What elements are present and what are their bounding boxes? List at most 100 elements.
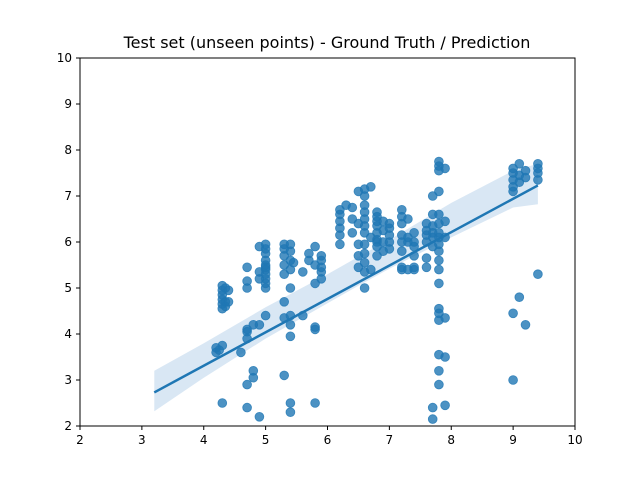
data-point — [288, 257, 299, 268]
data-point — [242, 402, 252, 413]
data-point — [520, 165, 531, 176]
data-point — [396, 205, 407, 215]
data-point — [427, 402, 438, 413]
x-tick-label: 5 — [262, 433, 270, 447]
y-tick-label: 10 — [57, 51, 72, 65]
data-point — [236, 347, 246, 358]
data-point — [434, 365, 444, 376]
data-point — [434, 303, 444, 314]
data-point — [260, 262, 271, 273]
data-point — [365, 182, 376, 192]
data-point — [520, 319, 531, 330]
x-tick-label: 4 — [200, 433, 208, 447]
data-point — [316, 251, 327, 261]
x-tick-label: 8 — [447, 433, 455, 447]
data-point — [285, 283, 296, 293]
data-point — [285, 239, 296, 250]
regression-line — [153, 184, 539, 394]
data-point — [434, 186, 444, 197]
y-tick-label: 2 — [64, 419, 72, 433]
data-point — [359, 283, 370, 293]
data-point — [403, 214, 413, 224]
data-point — [285, 319, 296, 330]
data-point — [372, 207, 382, 217]
data-point — [440, 400, 450, 411]
data-point — [285, 331, 296, 342]
data-point — [533, 269, 543, 280]
y-tick-label: 9 — [64, 97, 72, 111]
data-point — [359, 248, 370, 259]
data-point — [310, 398, 320, 408]
data-point — [409, 228, 419, 238]
data-point — [260, 278, 271, 289]
y-tick-label: 3 — [64, 373, 72, 387]
data-point — [242, 262, 252, 273]
data-point — [260, 239, 271, 250]
data-point — [310, 241, 320, 252]
data-point — [434, 278, 444, 289]
data-point — [310, 322, 320, 332]
x-tick-label: 2 — [76, 433, 84, 447]
y-axis: 2 3 4 5 6 7 8 9 10 — [57, 51, 80, 433]
data-point — [384, 218, 395, 229]
data-point — [304, 248, 314, 259]
data-point — [242, 276, 252, 286]
data-point — [285, 398, 296, 408]
data-point — [508, 375, 518, 385]
data-point — [440, 352, 450, 362]
data-point — [508, 308, 518, 319]
x-tick-label: 6 — [324, 433, 332, 447]
data-point — [254, 411, 265, 422]
data-point — [279, 296, 290, 307]
data-point — [297, 267, 308, 277]
data-point — [223, 285, 234, 296]
data-point — [434, 156, 444, 167]
data-point — [223, 296, 234, 307]
data-point — [421, 262, 432, 273]
data-point — [440, 313, 450, 323]
data-point — [359, 239, 370, 250]
data-point — [365, 264, 376, 275]
y-tick-label: 8 — [64, 143, 72, 157]
regression-line-layer — [153, 184, 539, 394]
data-point — [347, 228, 358, 238]
x-axis: 2 3 4 5 6 7 8 9 10 — [76, 426, 583, 447]
data-point — [396, 246, 407, 257]
data-point — [248, 365, 259, 376]
y-tick-label: 4 — [64, 327, 72, 341]
data-point — [254, 319, 265, 330]
y-tick-label: 7 — [64, 189, 72, 203]
x-tick-label: 9 — [509, 433, 517, 447]
x-tick-label: 10 — [567, 433, 582, 447]
data-point — [434, 379, 444, 390]
data-point — [335, 239, 345, 250]
data-point — [242, 379, 252, 390]
data-point — [217, 398, 228, 408]
x-tick-label: 7 — [386, 433, 394, 447]
data-point — [514, 159, 525, 169]
data-point — [409, 237, 419, 247]
points-layer — [211, 156, 543, 424]
data-point — [434, 264, 444, 275]
data-point — [279, 370, 290, 381]
data-point — [440, 163, 450, 174]
data-point — [434, 255, 444, 266]
data-point — [217, 340, 228, 351]
data-point — [434, 209, 444, 220]
data-point — [347, 202, 358, 213]
x-tick-label: 3 — [138, 433, 146, 447]
data-point — [260, 310, 271, 321]
data-point — [359, 257, 370, 268]
data-point — [359, 200, 370, 211]
data-point — [533, 159, 543, 169]
data-point — [421, 253, 432, 263]
data-point — [440, 216, 450, 227]
chart-title: Test set (unseen points) - Ground Truth … — [123, 33, 531, 52]
data-point — [427, 414, 438, 424]
y-tick-label: 5 — [64, 281, 72, 295]
data-point — [514, 292, 525, 303]
data-point — [409, 262, 419, 273]
data-point — [285, 407, 296, 418]
